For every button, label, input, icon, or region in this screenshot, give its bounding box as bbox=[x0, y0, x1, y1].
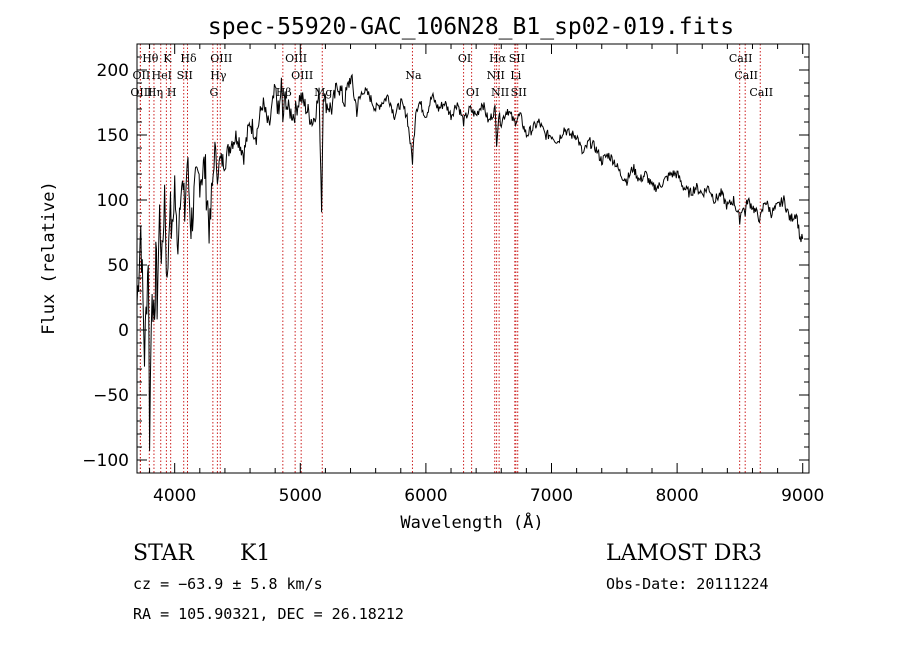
object-class: STAR bbox=[133, 541, 195, 566]
y-tick-label: 50 bbox=[107, 256, 129, 276]
y-tick-label: 100 bbox=[97, 191, 129, 211]
line-marker-label: Hγ bbox=[210, 69, 227, 82]
line-marker-label: Hδ bbox=[180, 52, 197, 65]
series-layer bbox=[136, 73, 804, 451]
line-marker-label: NII bbox=[491, 86, 509, 99]
line-marker-label: SII bbox=[177, 69, 193, 82]
line-marker-label: SII bbox=[509, 52, 525, 65]
object-subclass: K1 bbox=[240, 541, 270, 566]
x-tick-label: 7000 bbox=[530, 486, 573, 506]
x-axis-ticks: 4000 5000 6000 7000 8000 9000 bbox=[149, 44, 824, 506]
x-tick-label: 5000 bbox=[279, 486, 322, 506]
y-axis-ticks: −100 −50 0 50 100 150 200 bbox=[82, 56, 809, 471]
y-tick-label: 200 bbox=[97, 61, 129, 81]
line-marker-label: Li bbox=[510, 69, 521, 82]
coordinates: RA = 105.90321, DEC = 26.18212 bbox=[133, 605, 404, 623]
series-flux bbox=[136, 73, 804, 451]
y-tick-label: −100 bbox=[82, 451, 129, 471]
y-tick-label: 0 bbox=[118, 321, 129, 341]
line-marker-label: HeI bbox=[152, 69, 172, 82]
x-tick-label: 9000 bbox=[781, 486, 824, 506]
line-marker-label: OIII bbox=[291, 69, 313, 82]
line-marker-label: Hα bbox=[489, 52, 507, 65]
line-marker-label: Na bbox=[405, 69, 422, 82]
line-marker-label: OI bbox=[466, 86, 479, 99]
line-marker-label: Hη bbox=[147, 86, 163, 99]
x-tick-label: 4000 bbox=[153, 486, 196, 506]
x-tick-label: 6000 bbox=[404, 486, 447, 506]
line-marker-label: CaII bbox=[729, 52, 753, 65]
line-marker-label: K bbox=[163, 52, 172, 65]
line-marker-label: Hθ bbox=[142, 52, 159, 65]
line-marker-label: CaII bbox=[749, 86, 773, 99]
line-marker-label: OI bbox=[458, 52, 471, 65]
line-marker-label: OIII bbox=[130, 86, 152, 99]
y-tick-label: 150 bbox=[97, 126, 129, 146]
line-marker-label: G bbox=[209, 86, 218, 99]
line-marker-label: Mg bbox=[314, 86, 332, 99]
obs-date: Obs-Date: 20111224 bbox=[606, 575, 769, 593]
line-marker-label: NII bbox=[487, 69, 505, 82]
line-marker-label: SII bbox=[511, 86, 527, 99]
line-marker-label: Hβ bbox=[276, 86, 292, 99]
plot-frame bbox=[136, 43, 810, 474]
x-tick-label: 8000 bbox=[655, 486, 698, 506]
line-marker-label: CaII bbox=[734, 69, 758, 82]
line-marker-label: OIII bbox=[285, 52, 307, 65]
line-marker-label: OII bbox=[133, 69, 151, 82]
line-marker-label: OIII bbox=[210, 52, 232, 65]
x-axis-label: Wavelength (Å) bbox=[400, 511, 543, 533]
y-tick-label: −50 bbox=[93, 386, 129, 406]
y-axis-label: Flux (relative) bbox=[39, 181, 59, 335]
line-marker-label: H bbox=[167, 86, 177, 99]
redshift-cz: cz = −63.9 ± 5.8 km/s bbox=[133, 575, 323, 593]
survey-name: LAMOST DR3 bbox=[606, 541, 762, 566]
chart-title: spec-55920-GAC_106N28_B1_sp02-019.fits bbox=[208, 14, 734, 40]
line-markers bbox=[139, 44, 761, 473]
